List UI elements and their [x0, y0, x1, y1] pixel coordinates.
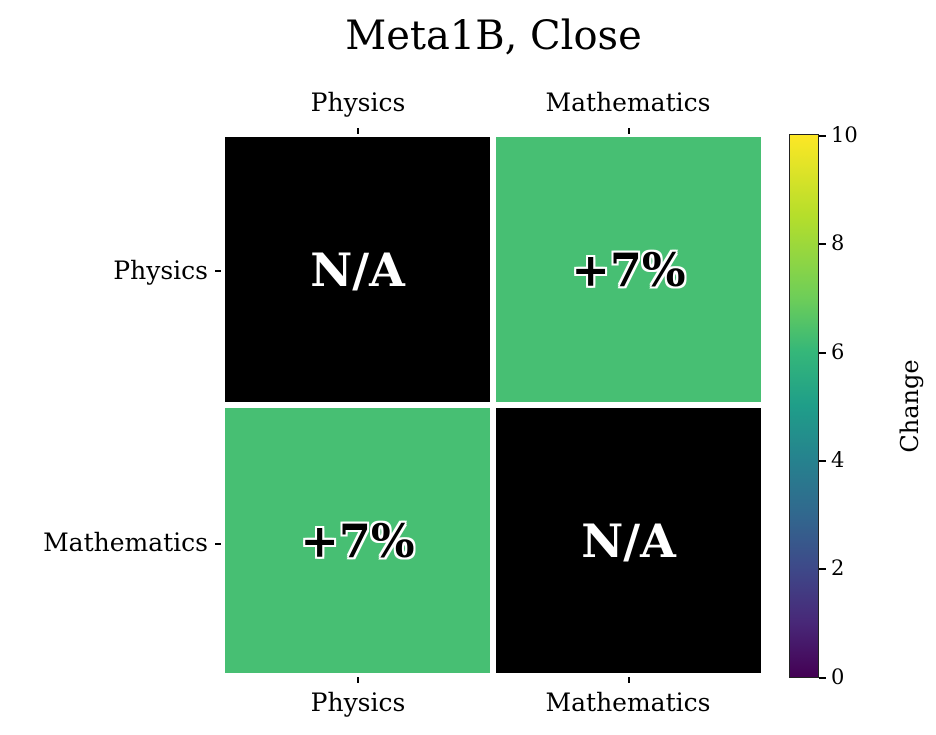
- y-tick-physics: [215, 270, 221, 272]
- x-tick-top-mathematics: [628, 128, 630, 134]
- cell-mathematics-physics: +7%: [225, 408, 490, 673]
- colorbar-tick-10: [819, 135, 826, 137]
- colorbar-tick-6: [819, 352, 826, 354]
- colorbar-tick-4: [819, 460, 826, 462]
- y-label-mathematics: Mathematics: [43, 528, 208, 557]
- colorbar-label-10: 10: [831, 123, 858, 147]
- cell-mathematics-mathematics: N/A: [496, 408, 761, 673]
- chart-title: Meta1B, Close: [345, 13, 642, 59]
- colorbar-label-8: 8: [831, 231, 845, 255]
- colorbar-tick-8: [819, 243, 826, 245]
- x-label-bottom-physics: Physics: [310, 688, 406, 717]
- x-tick-top-physics: [357, 128, 359, 134]
- x-label-top-physics: Physics: [310, 88, 406, 117]
- colorbar: [789, 134, 819, 678]
- cell-label: +7%: [571, 242, 686, 297]
- y-tick-mathematics: [215, 543, 221, 545]
- cell-label: +7%: [300, 513, 415, 568]
- cell-label: N/A: [310, 242, 405, 297]
- cell-physics-physics: N/A: [225, 137, 490, 402]
- x-label-top-mathematics: Mathematics: [545, 88, 711, 117]
- colorbar-tick-2: [819, 568, 826, 570]
- colorbar-title: Change: [896, 359, 924, 453]
- colorbar-label-2: 2: [831, 556, 845, 580]
- y-label-physics: Physics: [113, 256, 208, 285]
- colorbar-label-6: 6: [831, 340, 845, 364]
- cell-label: N/A: [581, 513, 676, 568]
- x-tick-bottom-physics: [357, 677, 359, 683]
- x-label-bottom-mathematics: Mathematics: [545, 688, 711, 717]
- colorbar-label-4: 4: [831, 448, 845, 472]
- x-tick-bottom-mathematics: [628, 677, 630, 683]
- colorbar-tick-0: [819, 677, 826, 679]
- colorbar-label-0: 0: [831, 665, 845, 689]
- cell-physics-mathematics: +7%: [496, 137, 761, 402]
